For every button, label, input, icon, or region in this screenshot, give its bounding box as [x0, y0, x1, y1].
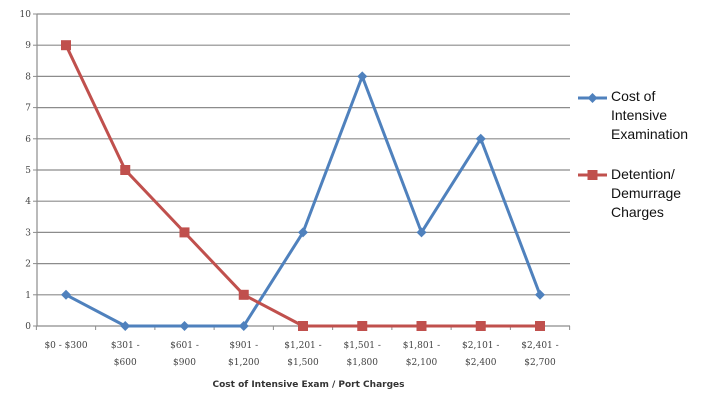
data-point: [535, 321, 545, 331]
y-tick-label: 4: [25, 197, 31, 207]
data-point: [475, 133, 486, 144]
data-point: [238, 289, 249, 300]
x-tick-label: $901 -$1,200: [228, 341, 260, 368]
y-tick-label: 3: [25, 228, 31, 238]
data-point: [416, 321, 427, 331]
x-tick-label: $2,401 -$2,700: [521, 341, 558, 368]
axes: [33, 13, 571, 330]
x-tick-label: $1,801 -$2,100: [403, 341, 440, 368]
series-line: [64, 44, 540, 328]
legend-item-1: Cost of Intensive Examination: [578, 88, 688, 142]
data-point: [238, 321, 249, 331]
data-point: [298, 227, 308, 238]
x-tick-label: $0 - $300: [44, 341, 87, 351]
x-tick-label: $1,501 -$1,800: [344, 341, 381, 368]
series-2: [61, 40, 545, 331]
data-point: [61, 289, 71, 300]
legend-label: Detention/Demurrage Charges: [611, 166, 681, 220]
series-lines: [61, 40, 545, 331]
data-point: [475, 321, 486, 331]
data-point: [179, 321, 190, 331]
series-1: [61, 71, 545, 331]
data-point: [120, 165, 131, 175]
legend-marker: [587, 170, 598, 180]
x-tick-labels: $0 - $300 $301 -$600 $601 -$900 $901 -$1,20…: [44, 341, 558, 368]
y-tick-label: 5: [25, 166, 31, 176]
y-tick-label: 2: [25, 260, 31, 270]
gridlines: [37, 13, 570, 296]
x-tick-label: $301 -$600: [111, 341, 140, 368]
y-tick-label: 10: [20, 10, 32, 20]
y-tick-label: 0: [25, 322, 31, 332]
y-tick-label: 9: [25, 41, 31, 51]
data-point: [535, 289, 545, 300]
data-point: [298, 321, 308, 331]
legend: Cost of Intensive Examination Detention/Dem…: [578, 88, 688, 220]
y-tick-label: 6: [25, 135, 31, 145]
data-point: [120, 321, 131, 331]
y-tick-label: 1: [25, 291, 31, 301]
data-point: [416, 227, 427, 238]
data-point: [61, 40, 71, 51]
legend-label: Cost of Intensive Examination: [611, 88, 688, 142]
legend-item-2: Detention/Demurrage Charges: [578, 166, 681, 220]
x-tick-label: $601 -$900: [170, 341, 199, 368]
x-tick-label: $1,201 -$1,500: [284, 341, 321, 368]
x-tick-label: $2,101 -$2,400: [462, 341, 499, 368]
data-point: [357, 71, 368, 82]
data-point: [357, 321, 368, 331]
y-tick-label: 8: [25, 72, 31, 82]
y-tick-labels: 0 1 2 3 4 5 6 7 8 9 10: [20, 10, 32, 332]
y-tick-label: 7: [25, 104, 31, 114]
data-point: [179, 227, 190, 238]
legend-marker: [587, 93, 598, 103]
x-axis-label: Cost of Intensive Exam / Port Charges: [213, 380, 405, 390]
